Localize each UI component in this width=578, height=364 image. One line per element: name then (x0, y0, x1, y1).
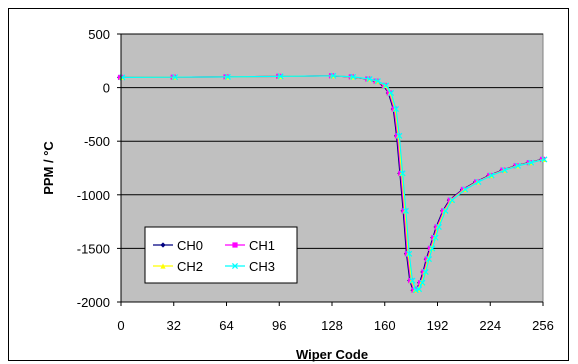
legend-marker (160, 242, 166, 248)
data-point (224, 73, 231, 80)
data-point (172, 74, 179, 81)
data-point (475, 178, 482, 185)
x-tick-label: 96 (272, 318, 286, 333)
x-axis-title: Wiper Code (296, 347, 368, 362)
data-point (399, 170, 406, 177)
y-tick-label: -1000 (77, 188, 110, 203)
data-point (422, 268, 429, 276)
data-point (392, 105, 400, 113)
x-tick-label: 256 (532, 318, 554, 333)
legend-label: CH1 (249, 238, 275, 253)
x-tick-label: 64 (219, 318, 233, 333)
data-point (366, 75, 373, 83)
data-point (432, 234, 439, 241)
data-point (374, 78, 381, 85)
x-tick-label: 160 (374, 318, 396, 333)
legend-marker (160, 263, 166, 269)
series-ch3 (119, 72, 548, 294)
data-point (277, 73, 284, 80)
data-point (541, 156, 548, 163)
data-point (419, 279, 426, 286)
y-tick-label: 500 (88, 27, 110, 42)
data-point (387, 89, 395, 97)
legend-marker (232, 242, 238, 248)
data-point (442, 207, 449, 214)
legend-label: CH0 (177, 238, 203, 253)
legend: CH0 CH1 CH2 CH3 (144, 226, 298, 284)
y-tick-label: -2000 (77, 295, 110, 310)
data-point (406, 250, 413, 257)
data-point (396, 132, 403, 139)
data-point (514, 162, 522, 169)
y-axis-title: PPM / °C (41, 141, 56, 195)
data-point (383, 82, 390, 89)
data-point (416, 286, 423, 293)
y-tick-label: -500 (84, 134, 110, 149)
data-point (448, 197, 456, 204)
x-tick-label: 128 (321, 318, 343, 333)
data-point (488, 172, 495, 179)
data-point (435, 223, 442, 231)
data-point (528, 159, 535, 166)
data-point (429, 245, 436, 252)
legend-box (144, 226, 298, 284)
data-point (350, 73, 357, 80)
data-point (462, 186, 469, 193)
data-point (409, 277, 416, 284)
x-tick-label: 32 (167, 318, 181, 333)
data-point (402, 207, 409, 214)
legend-label: CH2 (177, 259, 203, 274)
x-tick-label: 0 (117, 318, 124, 333)
x-tick-label: 224 (479, 318, 501, 333)
data-point (330, 72, 337, 79)
data-point (501, 167, 508, 174)
legend-label: CH3 (249, 259, 275, 274)
legend-marker (231, 262, 239, 270)
y-tick-label: 0 (103, 81, 110, 96)
x-tick-label: 192 (427, 318, 449, 333)
y-tick-label: -1500 (77, 241, 110, 256)
data-point (425, 256, 433, 263)
